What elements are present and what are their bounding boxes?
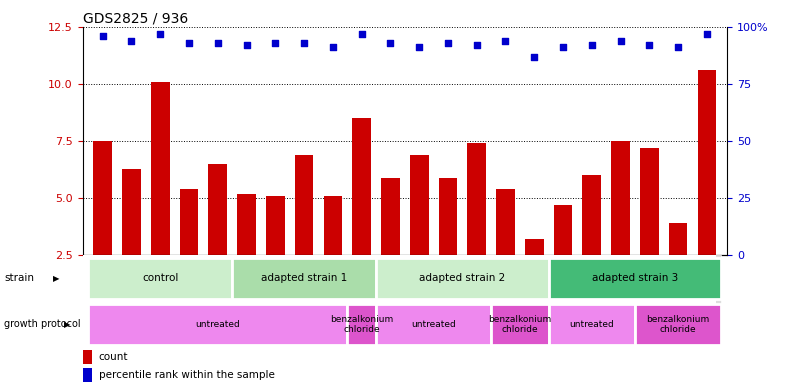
Text: benzalkonium
chloride: benzalkonium chloride (330, 315, 393, 334)
Text: percentile rank within the sample: percentile rank within the sample (99, 370, 274, 380)
Bar (88, 255, 117, 317)
Point (615, 38, 627, 44)
Bar (462, 255, 491, 317)
Text: strain: strain (4, 273, 34, 283)
Bar (410, 155, 428, 313)
Bar (83, 368, 92, 382)
Bar (174, 255, 204, 317)
Bar (266, 196, 285, 313)
Bar (663, 255, 692, 317)
Point (384, 40, 397, 46)
Bar (117, 255, 146, 317)
Bar (237, 194, 256, 313)
Bar (491, 304, 549, 345)
Bar (582, 175, 601, 313)
Bar (261, 255, 290, 317)
Bar (295, 155, 314, 313)
Bar (496, 189, 515, 313)
Bar (376, 304, 491, 345)
Bar (352, 118, 371, 313)
Bar (549, 304, 635, 345)
Bar (88, 258, 232, 299)
Bar (146, 255, 174, 317)
Text: adapted strain 3: adapted strain 3 (592, 273, 678, 283)
Text: count: count (99, 352, 128, 362)
Bar (439, 178, 457, 313)
Text: ▶: ▶ (53, 274, 60, 283)
Point (528, 53, 541, 60)
Bar (635, 304, 722, 345)
Text: untreated: untreated (569, 320, 614, 329)
Text: growth protocol: growth protocol (4, 319, 80, 329)
Text: GDS2825 / 936: GDS2825 / 936 (83, 12, 188, 26)
Point (442, 40, 454, 46)
Point (125, 38, 138, 44)
Bar (635, 255, 663, 317)
Bar (324, 196, 342, 313)
Point (499, 38, 512, 44)
Bar (578, 255, 606, 317)
Bar (347, 304, 376, 345)
Bar (376, 258, 549, 299)
Bar (640, 148, 659, 313)
Point (413, 45, 425, 51)
Point (211, 40, 224, 46)
Bar (549, 255, 578, 317)
Bar (520, 255, 549, 317)
Bar (434, 255, 462, 317)
Bar (381, 178, 400, 313)
Point (298, 40, 310, 46)
Bar (612, 141, 630, 313)
Bar (208, 164, 227, 313)
Bar (318, 255, 347, 317)
Text: adapted strain 2: adapted strain 2 (419, 273, 505, 283)
Bar (180, 189, 198, 313)
Text: control: control (142, 273, 178, 283)
Point (643, 42, 656, 48)
Bar (692, 255, 722, 317)
Bar (232, 258, 376, 299)
Bar (697, 70, 716, 313)
Bar (468, 143, 486, 313)
Text: untreated: untreated (411, 320, 456, 329)
Bar (553, 205, 572, 313)
Point (269, 40, 281, 46)
Point (97, 33, 109, 39)
Point (182, 40, 195, 46)
Bar (405, 255, 434, 317)
Bar (204, 255, 232, 317)
Point (471, 42, 483, 48)
Bar (122, 169, 141, 313)
Bar (347, 255, 376, 317)
Bar (290, 255, 318, 317)
Point (700, 31, 713, 37)
Point (672, 45, 685, 51)
Point (326, 45, 339, 51)
Point (355, 31, 368, 37)
Point (154, 31, 167, 37)
Point (556, 45, 569, 51)
Bar (151, 82, 170, 313)
Bar (669, 223, 688, 313)
Text: ▶: ▶ (64, 320, 71, 329)
Text: benzalkonium
chloride: benzalkonium chloride (488, 315, 552, 334)
Bar (94, 141, 112, 313)
Bar (88, 304, 347, 345)
Text: benzalkonium
chloride: benzalkonium chloride (647, 315, 710, 334)
Text: untreated: untreated (196, 320, 241, 329)
Bar (376, 255, 405, 317)
Bar (525, 239, 544, 313)
Bar (491, 255, 520, 317)
Bar (83, 350, 92, 364)
Point (586, 42, 598, 48)
Bar (549, 258, 722, 299)
Bar (232, 255, 261, 317)
Text: adapted strain 1: adapted strain 1 (261, 273, 347, 283)
Bar (606, 255, 635, 317)
Point (241, 42, 253, 48)
